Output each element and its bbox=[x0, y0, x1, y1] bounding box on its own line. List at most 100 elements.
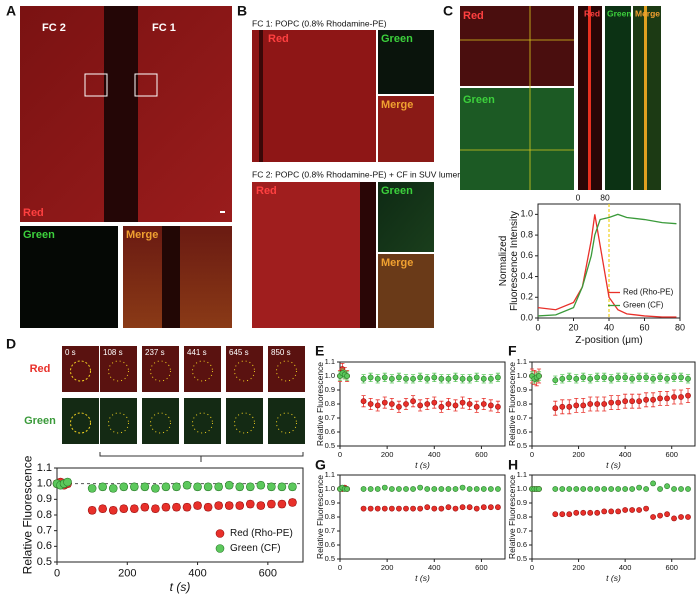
data-point bbox=[424, 504, 431, 511]
image-label: FC 1 bbox=[152, 22, 176, 34]
data-point bbox=[410, 486, 416, 492]
data-point bbox=[566, 374, 573, 381]
legend-label: Green (CF) bbox=[230, 543, 281, 554]
data-point bbox=[580, 486, 587, 492]
panel-label: B bbox=[237, 3, 247, 19]
x-tick-label: 200 bbox=[381, 450, 394, 459]
data-point bbox=[245, 482, 255, 492]
data-point bbox=[417, 505, 424, 512]
data-point bbox=[559, 403, 566, 410]
y-tick-label: 0.9 bbox=[517, 385, 527, 394]
data-point bbox=[608, 375, 615, 382]
data-point bbox=[410, 375, 416, 382]
data-point bbox=[388, 486, 395, 492]
channel-label: Red bbox=[30, 363, 51, 375]
y-tick-label: 0.8 bbox=[517, 399, 527, 408]
y-tick-label: 1.1 bbox=[325, 357, 335, 366]
panel-label: H bbox=[508, 457, 518, 473]
data-point bbox=[636, 374, 643, 381]
data-point bbox=[98, 504, 107, 514]
data-point bbox=[344, 486, 350, 492]
y-tick-label: 0.9 bbox=[325, 498, 335, 507]
data-point bbox=[495, 504, 501, 511]
y-tick-label: 0.7 bbox=[325, 526, 335, 535]
y-tick-label: 0.5 bbox=[517, 554, 527, 563]
data-point bbox=[108, 505, 118, 515]
membrane-line bbox=[588, 6, 591, 190]
data-point bbox=[552, 486, 559, 492]
bleach-roi bbox=[150, 412, 171, 434]
data-point bbox=[587, 486, 594, 492]
data-point bbox=[417, 402, 424, 409]
legend-label: Red (Rho-PE) bbox=[230, 528, 293, 539]
x-tick-label: 400 bbox=[619, 450, 632, 459]
data-point bbox=[235, 501, 245, 510]
data-point bbox=[445, 486, 452, 492]
data-point bbox=[480, 401, 487, 407]
data-point bbox=[636, 484, 643, 491]
y-tick-label: 1.0 bbox=[517, 484, 527, 493]
data-point bbox=[629, 375, 636, 382]
green-strip bbox=[605, 6, 631, 190]
data-point bbox=[495, 403, 501, 410]
data-point bbox=[424, 486, 431, 492]
y-tick-label: 0.7 bbox=[517, 413, 527, 422]
y-tick-label: 0.8 bbox=[520, 229, 533, 239]
bleach-roi bbox=[276, 412, 297, 434]
channel-label: Merge bbox=[381, 257, 413, 269]
x-tick-label: 400 bbox=[428, 563, 441, 572]
data-point bbox=[130, 504, 139, 514]
y-tick-label: 1.0 bbox=[325, 484, 335, 493]
data-point bbox=[587, 401, 594, 407]
data-point bbox=[473, 505, 480, 512]
data-point bbox=[636, 398, 643, 405]
data-point bbox=[580, 402, 587, 409]
y-tick-label: 1.0 bbox=[520, 209, 533, 219]
data-point bbox=[480, 504, 487, 511]
caption: FC 2: POPC (0.8% Rhodamine-PE) + CF in S… bbox=[252, 169, 462, 179]
data-point bbox=[172, 482, 181, 492]
time-label: 108 s bbox=[103, 348, 123, 357]
data-point bbox=[288, 482, 297, 492]
merge-image bbox=[378, 254, 434, 328]
x-tick-label: 200 bbox=[572, 450, 585, 459]
data-point bbox=[172, 502, 181, 512]
data-point bbox=[224, 480, 234, 490]
data-point bbox=[587, 509, 594, 516]
data-point bbox=[374, 402, 381, 409]
data-point bbox=[536, 486, 542, 492]
y-tick-label: 0.6 bbox=[325, 540, 335, 549]
y-tick-label: 0.7 bbox=[37, 525, 52, 537]
data-point bbox=[487, 402, 494, 409]
time-label: 441 s bbox=[187, 348, 207, 357]
data-point bbox=[559, 486, 566, 492]
x-tick-label: 20 bbox=[568, 323, 578, 333]
bleach-roi bbox=[70, 412, 91, 434]
series-line bbox=[537, 214, 677, 318]
y-tick-label: 0.6 bbox=[520, 250, 533, 260]
data-point bbox=[374, 486, 381, 492]
data-point bbox=[381, 399, 388, 406]
data-point bbox=[536, 373, 542, 379]
y-axis-label: Relative Fluorescence bbox=[21, 455, 35, 574]
channel-label: Red bbox=[256, 185, 277, 197]
data-point bbox=[566, 486, 573, 492]
green-frame bbox=[226, 398, 263, 444]
data-point bbox=[487, 504, 494, 511]
data-point bbox=[559, 375, 566, 382]
x-tick-label: 80 bbox=[675, 323, 685, 333]
data-point bbox=[664, 395, 670, 402]
legend-swatch bbox=[215, 529, 225, 538]
data-point bbox=[161, 482, 171, 492]
data-point bbox=[381, 374, 388, 381]
roi-box bbox=[134, 73, 158, 97]
data-point bbox=[487, 486, 494, 492]
data-point bbox=[256, 501, 266, 510]
data-point bbox=[622, 398, 629, 405]
data-point bbox=[473, 486, 480, 492]
red-image bbox=[252, 30, 376, 162]
data-point bbox=[424, 375, 431, 382]
data-point bbox=[119, 482, 129, 492]
data-point bbox=[608, 486, 615, 492]
data-point bbox=[445, 401, 452, 407]
